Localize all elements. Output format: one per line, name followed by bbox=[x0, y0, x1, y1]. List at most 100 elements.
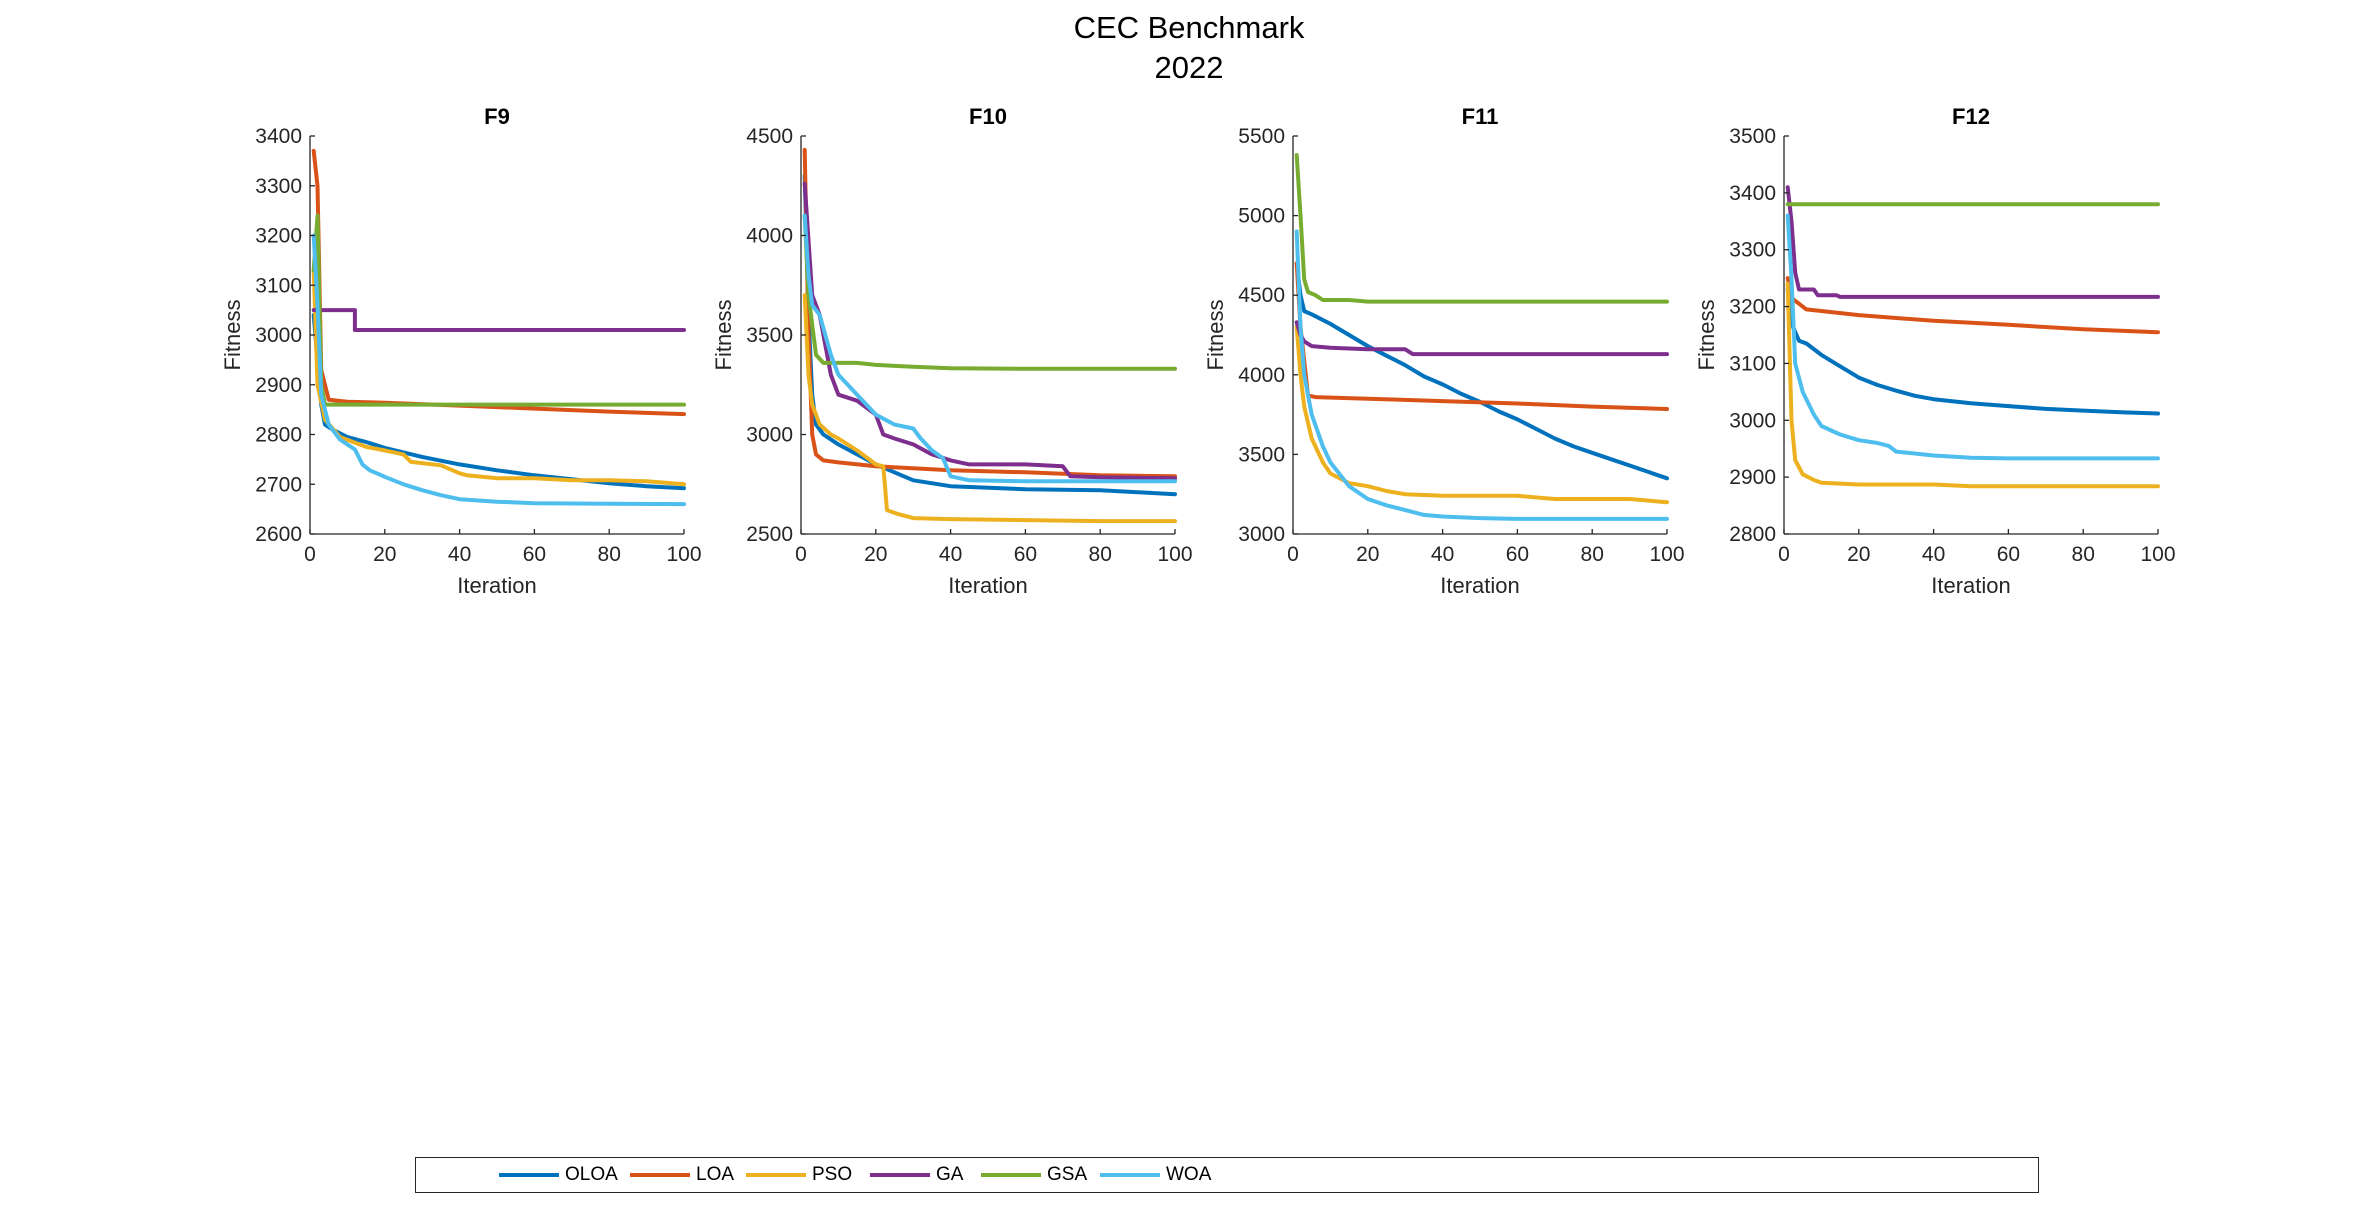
y-tick-label: 2800 bbox=[255, 424, 302, 447]
series-line-pso bbox=[1294, 325, 1669, 505]
legend-swatch bbox=[870, 1173, 930, 1177]
y-tick-label: 3500 bbox=[746, 324, 793, 347]
x-axis-title: Iteration bbox=[948, 573, 1028, 598]
series-line-pso bbox=[802, 293, 1177, 524]
x-tick-label: 20 bbox=[864, 543, 887, 566]
series-line-ga bbox=[1294, 320, 1669, 357]
series-line-oloa bbox=[802, 173, 1177, 497]
x-axis-title: Iteration bbox=[457, 573, 537, 598]
y-tick-label: 4500 bbox=[746, 125, 793, 148]
legend-item-pso: PSO bbox=[746, 1158, 852, 1192]
x-tick-label: 40 bbox=[1431, 543, 1454, 566]
series-line-pso bbox=[1785, 281, 2160, 489]
legend-swatch bbox=[746, 1173, 806, 1177]
panel-title: F10 bbox=[969, 104, 1007, 129]
figure-title: CEC Benchmark 2022 bbox=[0, 8, 2378, 88]
series-line-woa bbox=[1294, 229, 1669, 521]
x-tick-label: 40 bbox=[1922, 543, 1945, 566]
legend-item-loa: LOA bbox=[630, 1158, 734, 1192]
x-tick-label: 40 bbox=[448, 543, 471, 566]
y-tick-label: 4000 bbox=[1238, 364, 1285, 387]
legend-label: PSO bbox=[812, 1164, 853, 1185]
y-tick-label: 4000 bbox=[746, 225, 793, 248]
series-line-gsa bbox=[1294, 153, 1669, 304]
legend-item-oloa: OLOA bbox=[499, 1158, 618, 1192]
legend-item-woa: WOA bbox=[1100, 1158, 1211, 1192]
x-tick-label: 100 bbox=[1649, 543, 1684, 566]
chart-panel-f10: 0 20 40 60 80 100 2500 3000 3500 4000 4500 F10 Itera… bbox=[711, 104, 1193, 598]
panel-title: F9 bbox=[484, 104, 510, 129]
legend-swatch bbox=[1100, 1173, 1160, 1177]
legend-item-gsa: GSA bbox=[981, 1158, 1087, 1192]
y-tick-label: 3400 bbox=[1729, 182, 1776, 205]
series-line-gsa bbox=[311, 213, 686, 407]
x-tick-label: 20 bbox=[373, 543, 396, 566]
y-tick-label: 3300 bbox=[1729, 239, 1776, 262]
x-tick-label: 80 bbox=[1581, 543, 1604, 566]
y-tick-label: 2500 bbox=[746, 523, 793, 546]
y-axis-title: Fitness bbox=[1203, 300, 1228, 371]
y-tick-label: 2700 bbox=[255, 473, 302, 496]
legend-swatch bbox=[630, 1173, 690, 1177]
x-tick-label: 80 bbox=[1089, 543, 1112, 566]
series-line-loa bbox=[1785, 276, 2160, 335]
legend-item-ga: GA bbox=[870, 1158, 963, 1192]
panel-title: F12 bbox=[1952, 104, 1990, 129]
y-tick-label: 3500 bbox=[1729, 125, 1776, 148]
y-tick-label: 3300 bbox=[255, 175, 302, 198]
chart-panel-f11: 0 20 40 60 80 100 3000 3500 4000 4500 5000 5500 F11 I… bbox=[1203, 104, 1685, 598]
y-tick-label: 3100 bbox=[1729, 352, 1776, 375]
figure-title-line1: CEC Benchmark bbox=[1073, 10, 1305, 45]
x-tick-label: 20 bbox=[1356, 543, 1379, 566]
y-axis-title: Fitness bbox=[711, 300, 736, 371]
x-axis-title: Iteration bbox=[1440, 573, 1520, 598]
y-tick-label: 3000 bbox=[746, 424, 793, 447]
y-tick-label: 3000 bbox=[1729, 409, 1776, 432]
y-tick-label: 3200 bbox=[255, 225, 302, 248]
x-tick-label: 80 bbox=[598, 543, 621, 566]
y-tick-label: 5500 bbox=[1238, 125, 1285, 148]
y-tick-label: 4500 bbox=[1238, 284, 1285, 307]
y-tick-label: 2900 bbox=[1729, 466, 1776, 489]
series-line-woa bbox=[802, 213, 1177, 484]
legend-label: OLOA bbox=[565, 1164, 618, 1185]
x-tick-label: 60 bbox=[1506, 543, 1529, 566]
y-tick-label: 3100 bbox=[255, 274, 302, 297]
series-line-loa bbox=[311, 148, 686, 417]
x-axis-title: Iteration bbox=[1931, 573, 2011, 598]
series-line-ga bbox=[311, 308, 686, 332]
legend-label: GA bbox=[936, 1164, 964, 1185]
y-tick-label: 3200 bbox=[1729, 296, 1776, 319]
series-line-pso bbox=[311, 268, 686, 487]
x-tick-label: 60 bbox=[523, 543, 546, 566]
series-line-ga bbox=[802, 181, 1177, 481]
x-tick-label: 20 bbox=[1847, 543, 1870, 566]
x-tick-label: 80 bbox=[2072, 543, 2095, 566]
legend-label: WOA bbox=[1166, 1164, 1212, 1185]
legend-label: GSA bbox=[1047, 1164, 1088, 1185]
x-tick-label: 60 bbox=[1997, 543, 2020, 566]
series-line-gsa bbox=[802, 213, 1177, 371]
x-tick-label: 0 bbox=[795, 543, 807, 566]
series-line-woa bbox=[1785, 213, 2160, 461]
legend-swatch bbox=[499, 1173, 559, 1177]
x-tick-label: 100 bbox=[666, 543, 701, 566]
figure-title-line2: 2022 bbox=[1154, 50, 1224, 85]
y-tick-label: 3000 bbox=[255, 324, 302, 347]
series-line-oloa bbox=[1785, 287, 2160, 416]
x-tick-label: 0 bbox=[1287, 543, 1299, 566]
x-tick-label: 60 bbox=[1014, 543, 1037, 566]
y-tick-label: 2900 bbox=[255, 374, 302, 397]
y-axis-title: Fitness bbox=[220, 300, 245, 371]
x-tick-label: 100 bbox=[2140, 543, 2175, 566]
y-tick-label: 2600 bbox=[255, 523, 302, 546]
series-line-loa bbox=[802, 147, 1177, 479]
chart-panel-f12: 0 20 40 60 80 100 2800 2900 3000 3100 3200 3300 3400… bbox=[1694, 104, 2176, 598]
series-line-woa bbox=[311, 233, 686, 507]
x-tick-label: 40 bbox=[939, 543, 962, 566]
y-tick-label: 2800 bbox=[1729, 523, 1776, 546]
y-tick-label: 3500 bbox=[1238, 443, 1285, 466]
x-tick-label: 100 bbox=[1157, 543, 1192, 566]
legend: OLOA LOA PSO GA GSA WOA bbox=[415, 1157, 2039, 1193]
